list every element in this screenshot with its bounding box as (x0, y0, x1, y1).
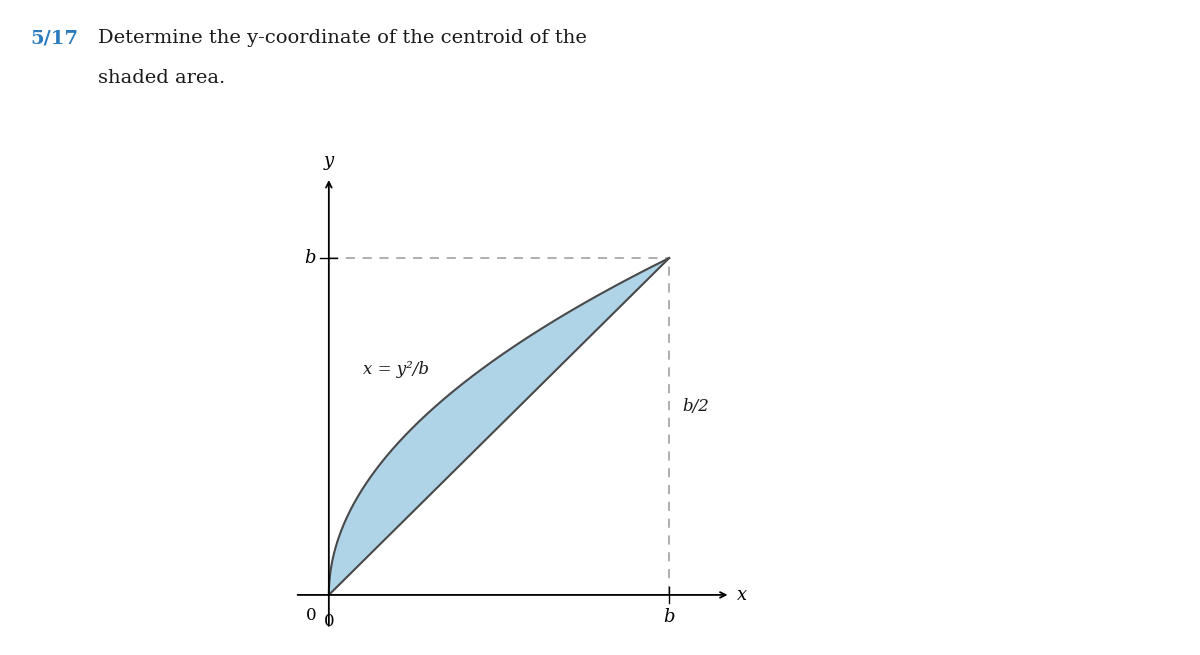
Text: 0: 0 (324, 614, 334, 631)
Text: Determine the y-coordinate of the centroid of the: Determine the y-coordinate of the centro… (98, 29, 587, 47)
Text: 5/17: 5/17 (30, 29, 78, 47)
Text: 0: 0 (306, 607, 317, 624)
Polygon shape (329, 258, 670, 595)
Text: shaded area.: shaded area. (98, 69, 226, 86)
Text: b: b (664, 608, 674, 626)
Text: x = y²/b: x = y²/b (362, 361, 428, 378)
Text: x: x (737, 586, 748, 604)
Text: b/2: b/2 (683, 398, 709, 415)
Text: b: b (304, 249, 316, 267)
Text: y: y (324, 153, 334, 170)
